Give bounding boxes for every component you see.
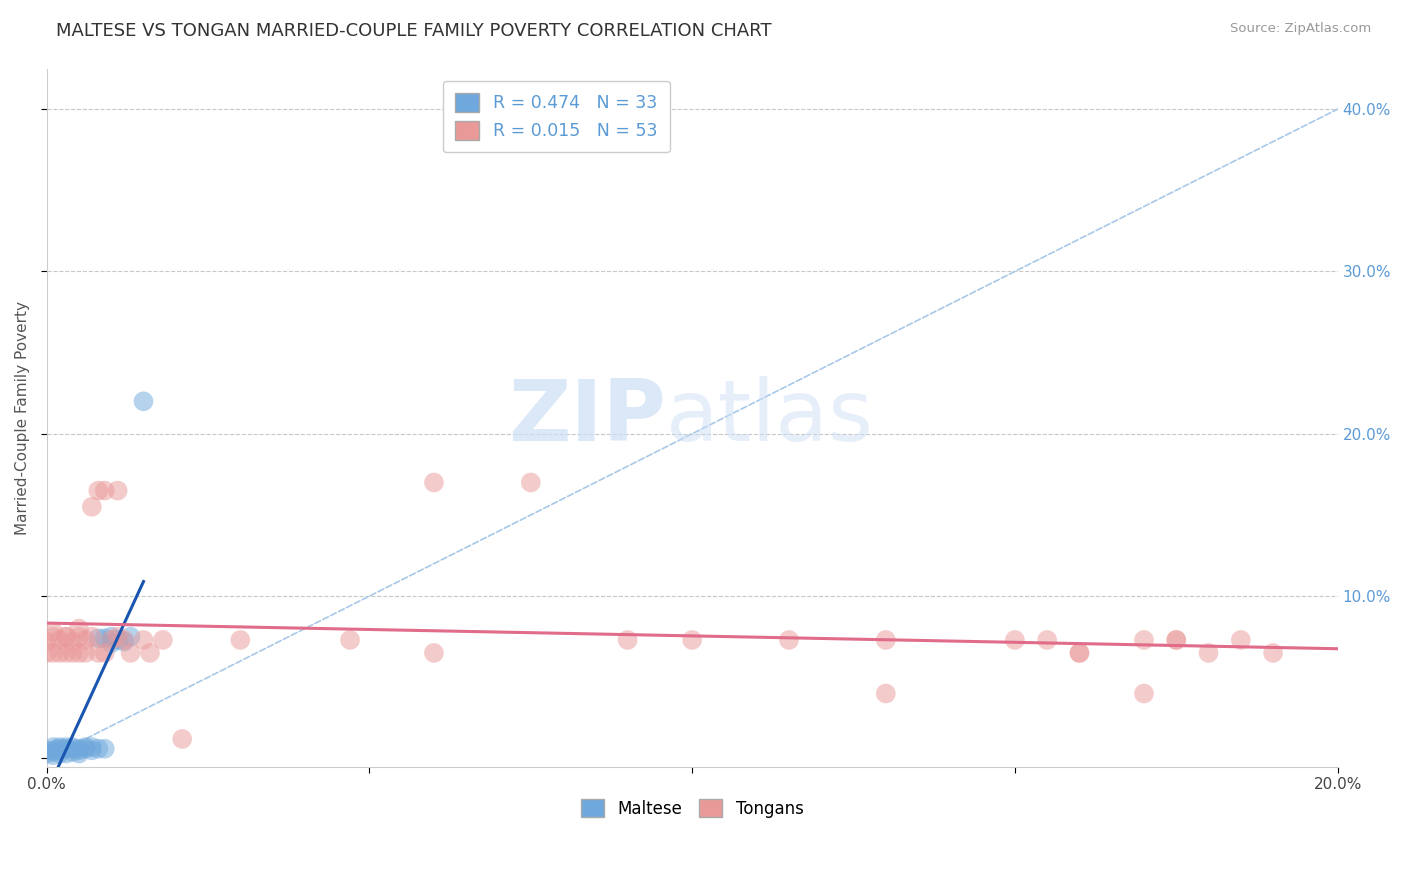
Point (107, 630, 129, 644)
Point (112, 634, 135, 648)
Point (67, 747, 90, 761)
Legend: Maltese, Tongans: Maltese, Tongans (574, 793, 810, 824)
Point (42, 740, 65, 755)
Point (62, 634, 84, 648)
Point (87, 632, 110, 646)
Point (42, 745, 65, 759)
Point (423, 475, 446, 490)
Point (107, 632, 129, 647)
Point (1166, 632, 1188, 647)
Text: MALTESE VS TONGAN MARRIED-COUPLE FAMILY POVERTY CORRELATION CHART: MALTESE VS TONGAN MARRIED-COUPLE FAMILY … (56, 22, 772, 40)
Point (67, 630, 90, 644)
Point (1230, 632, 1253, 647)
Point (172, 731, 194, 746)
Point (616, 632, 638, 647)
Point (55, 646, 77, 660)
Point (520, 475, 543, 490)
Point (48, 743, 70, 757)
Point (48, 646, 70, 660)
Text: Source: ZipAtlas.com: Source: ZipAtlas.com (1230, 22, 1371, 36)
Point (48, 741, 70, 756)
Point (42, 646, 65, 660)
Point (35, 646, 58, 660)
Point (132, 632, 155, 647)
Point (55, 740, 77, 755)
Point (100, 632, 122, 647)
Point (35, 634, 58, 648)
Point (139, 646, 162, 660)
Point (55, 630, 77, 644)
Point (94, 632, 117, 646)
Point (94, 646, 117, 660)
Point (62, 646, 84, 660)
Point (67, 646, 90, 660)
Point (94, 741, 117, 756)
Point (100, 636, 122, 650)
Point (62, 740, 84, 755)
Point (1133, 686, 1156, 700)
Point (107, 483, 129, 498)
Point (48, 740, 70, 755)
Point (67, 741, 90, 756)
Point (1133, 632, 1156, 647)
Point (100, 630, 122, 644)
Point (80, 630, 103, 644)
Point (87, 646, 110, 660)
Point (35, 743, 58, 757)
Point (1261, 646, 1284, 660)
Point (35, 747, 58, 761)
Point (48, 632, 70, 647)
Point (87, 741, 110, 756)
Point (1166, 632, 1188, 647)
Point (681, 632, 703, 647)
Point (42, 624, 65, 639)
Point (339, 632, 361, 647)
Point (75, 646, 97, 660)
Point (48, 747, 70, 761)
Point (55, 747, 77, 761)
Point (94, 483, 117, 498)
Point (75, 740, 97, 755)
Point (875, 632, 897, 647)
Point (1198, 646, 1220, 660)
Text: ZIP: ZIP (509, 376, 666, 459)
Point (42, 748, 65, 763)
Point (55, 630, 77, 644)
Point (875, 686, 897, 700)
Point (75, 632, 97, 647)
Point (62, 745, 84, 759)
Point (778, 632, 800, 647)
Y-axis label: Married-Couple Family Poverty: Married-Couple Family Poverty (15, 301, 30, 534)
Point (87, 483, 110, 498)
Point (1069, 646, 1091, 660)
Text: atlas: atlas (666, 376, 875, 459)
Point (132, 394, 155, 409)
Point (67, 743, 90, 757)
Point (80, 743, 103, 757)
Point (75, 741, 97, 756)
Point (42, 743, 65, 757)
Point (120, 646, 142, 660)
Point (62, 741, 84, 756)
Point (80, 740, 103, 755)
Point (1004, 632, 1026, 647)
Point (1069, 646, 1091, 660)
Point (229, 632, 252, 647)
Point (55, 741, 77, 756)
Point (42, 630, 65, 644)
Point (112, 632, 135, 647)
Point (80, 500, 103, 514)
Point (120, 630, 142, 644)
Point (423, 646, 446, 660)
Point (1036, 632, 1059, 647)
Point (152, 632, 174, 647)
Point (67, 622, 90, 636)
